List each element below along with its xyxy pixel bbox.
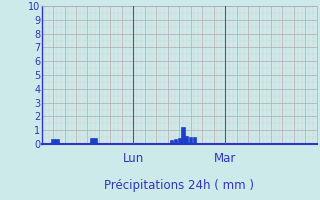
Bar [174,139,177,144]
Bar [181,127,185,144]
Bar [93,138,97,144]
Bar [90,138,93,144]
Bar [55,139,59,144]
Bar [178,138,181,144]
Text: Mar: Mar [214,152,236,165]
Text: Lun: Lun [123,152,144,165]
Bar [170,140,173,144]
Bar [193,137,196,144]
Text: Précipitations 24h ( mm ): Précipitations 24h ( mm ) [104,179,254,192]
Bar [189,137,192,144]
Bar [185,136,188,144]
Bar [52,139,55,144]
